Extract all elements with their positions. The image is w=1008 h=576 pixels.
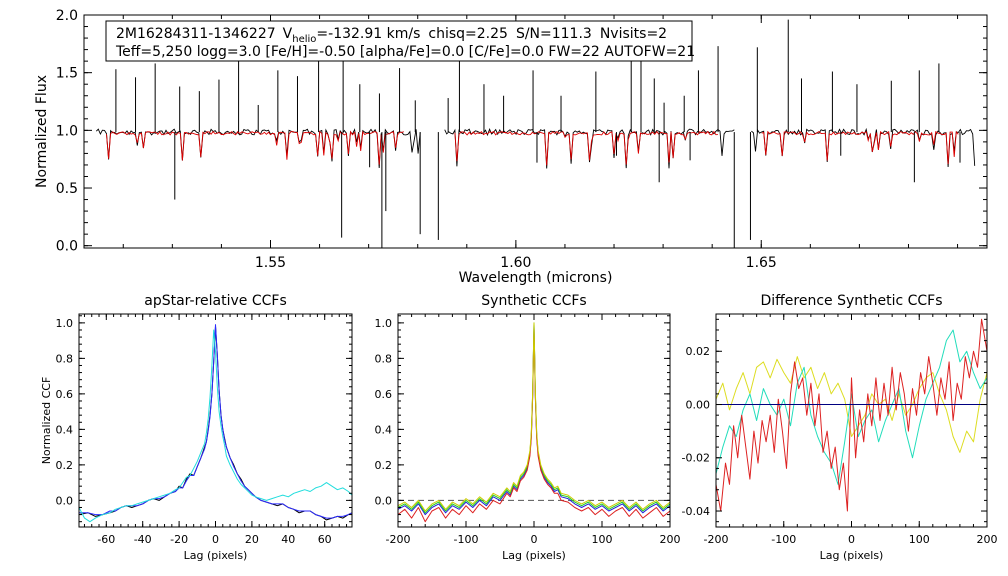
star-id: 2M16284311-1346227 — [116, 26, 276, 42]
x-tick-label: 100 — [909, 533, 930, 546]
x-tick-label: -200 — [386, 533, 411, 546]
x-tick-label: -200 — [704, 533, 729, 546]
y-tick-label: 0.2 — [375, 459, 393, 472]
difference-ccf-axis-ticks — [715, 314, 988, 527]
x-tick-label: 200 — [660, 533, 681, 546]
synthetic-ccf-title: Synthetic CCFs — [481, 293, 586, 309]
y-tick-label: 0.8 — [375, 352, 393, 365]
x-tick-label: 0 — [848, 533, 855, 546]
y-tick-label: 0.0 — [56, 494, 74, 507]
chisq-value: chisq=2.25 — [428, 26, 508, 42]
y-tick-label: -0.04 — [682, 505, 710, 518]
spectrum-tick-labels: 1.55 1.60 1.65 0.0 0.5 1.0 1.5 2.0 — [56, 8, 777, 271]
x-tick-label: 0 — [212, 533, 219, 546]
vhelio-value: =-132.91 km/s — [316, 26, 420, 42]
x-tick-label: 200 — [977, 533, 998, 546]
x-tick-label: -20 — [170, 533, 188, 546]
spectrum-plot-frame — [83, 14, 988, 249]
apstar-ccf-y-axis-label: Normalized CCF — [40, 377, 53, 465]
x-tick-label: 20 — [245, 533, 259, 546]
apstar-ccf-title: apStar-relative CCFs — [144, 293, 287, 309]
observed-spectrum-line — [751, 127, 976, 168]
y-tick-label: 1.0 — [375, 317, 393, 330]
y-tick-label: 1.0 — [56, 317, 74, 330]
spectrum-y-axis-label: Normalized Flux — [34, 75, 50, 188]
y-tick-label: 0.4 — [56, 423, 74, 436]
y-tick-label: -0.02 — [682, 452, 710, 465]
difference-ccf-tick-labels: -200 -100 0 100 200 -0.04 -0.02 0.00 0.02 — [682, 345, 998, 546]
x-tick-label: 1.55 — [255, 255, 286, 271]
model-spectrum-line — [106, 130, 404, 165]
y-tick-label: 0.6 — [375, 388, 393, 401]
difference-ccf-panel: Difference Synthetic CCFs -200 -100 0 100 20… — [682, 293, 998, 562]
y-tick-label: 0.2 — [56, 459, 74, 472]
y-tick-label: 0.6 — [56, 388, 74, 401]
model-spectrum-line — [454, 130, 718, 166]
x-tick-label: 1.60 — [500, 255, 531, 271]
x-tick-label: 60 — [318, 533, 332, 546]
y-tick-label: 0.02 — [686, 345, 711, 358]
synthetic-ccf-axis-ticks — [397, 314, 671, 527]
apstar-ccf-axis-ticks — [79, 314, 352, 527]
vhelio-symbol: V — [283, 26, 293, 42]
spectrum-axis-ticks — [84, 14, 987, 248]
apstar-ccf-panel: apStar-relative CCFs -60 -40 -20 0 20 40 60 0.0… — [40, 293, 353, 562]
difference-ccf-title: Difference Synthetic CCFs — [760, 293, 942, 309]
synthetic-ccf-panel: Synthetic CCFs -200 -100 0 100 200 0.0 0.2 0.4 0… — [375, 293, 681, 562]
y-tick-label: 0.0 — [56, 239, 78, 255]
annotation-line-1: 2M16284311-1346227 Vhelio=-132.91 km/s chi… — [116, 26, 667, 45]
apstar-ccf-tick-labels: -60 -40 -20 0 20 40 60 0.0 0.2 0.4 0.6 0.8 1.0 — [56, 317, 332, 546]
x-tick-label: 0 — [531, 533, 538, 546]
x-tick-label: -100 — [454, 533, 479, 546]
spectrum-traces — [95, 19, 976, 248]
y-tick-label: 0.8 — [56, 352, 74, 365]
x-tick-label: 1.65 — [746, 255, 777, 271]
synthetic-ccf-tick-labels: -200 -100 0 100 200 0.0 0.2 0.4 0.6 0.8 1.0 — [375, 317, 681, 546]
ccf-line-ccf-yellow — [397, 322, 671, 512]
synthetic-ccf-traces — [397, 322, 671, 523]
spectrum-x-axis-label: Wavelength (microns) — [459, 270, 613, 286]
y-tick-label: 1.5 — [56, 66, 78, 82]
ccf-line-diff-yellow — [715, 356, 988, 453]
nvisits-value: Nvisits=2 — [600, 26, 667, 42]
snr-value: S/N=111.3 — [516, 26, 592, 42]
difference-ccf-x-axis-label: Lag (pixels) — [820, 549, 884, 562]
x-tick-label: 100 — [592, 533, 613, 546]
y-tick-label: 0.00 — [686, 398, 711, 411]
y-tick-label: 0.0 — [375, 494, 393, 507]
apstar-ccf-traces — [78, 324, 353, 523]
ccf-line-ccf-3 — [78, 329, 353, 523]
x-tick-label: 40 — [281, 533, 295, 546]
x-tick-label: -40 — [134, 533, 152, 546]
stellar-parameters: Teff=5,250 logg=3.0 [Fe/H]=-0.50 [alpha/… — [115, 44, 695, 60]
apstar-ccf-x-axis-label: Lag (pixels) — [184, 549, 248, 562]
x-tick-label: -100 — [771, 533, 796, 546]
ccf-line-ccf-2 — [79, 324, 353, 519]
x-tick-label: -60 — [97, 533, 115, 546]
spectrum-panel: 1.55 1.60 1.65 0.0 0.5 1.0 1.5 2.0 Wavelength (… — [34, 8, 988, 286]
vhelio-subscript: helio — [292, 34, 316, 45]
difference-ccf-traces — [715, 318, 988, 512]
ccf-line-diff-red — [715, 318, 988, 512]
y-tick-label: 0.4 — [375, 423, 393, 436]
y-tick-label: 0.5 — [56, 181, 78, 197]
model-spectrum-line — [761, 130, 959, 165]
spectrum-annotation-box: 2M16284311-1346227 Vhelio=-132.91 km/s chi… — [105, 20, 695, 62]
y-tick-label: 2.0 — [56, 8, 78, 24]
synthetic-ccf-x-axis-label: Lag (pixels) — [502, 549, 566, 562]
y-tick-label: 1.0 — [56, 123, 78, 139]
